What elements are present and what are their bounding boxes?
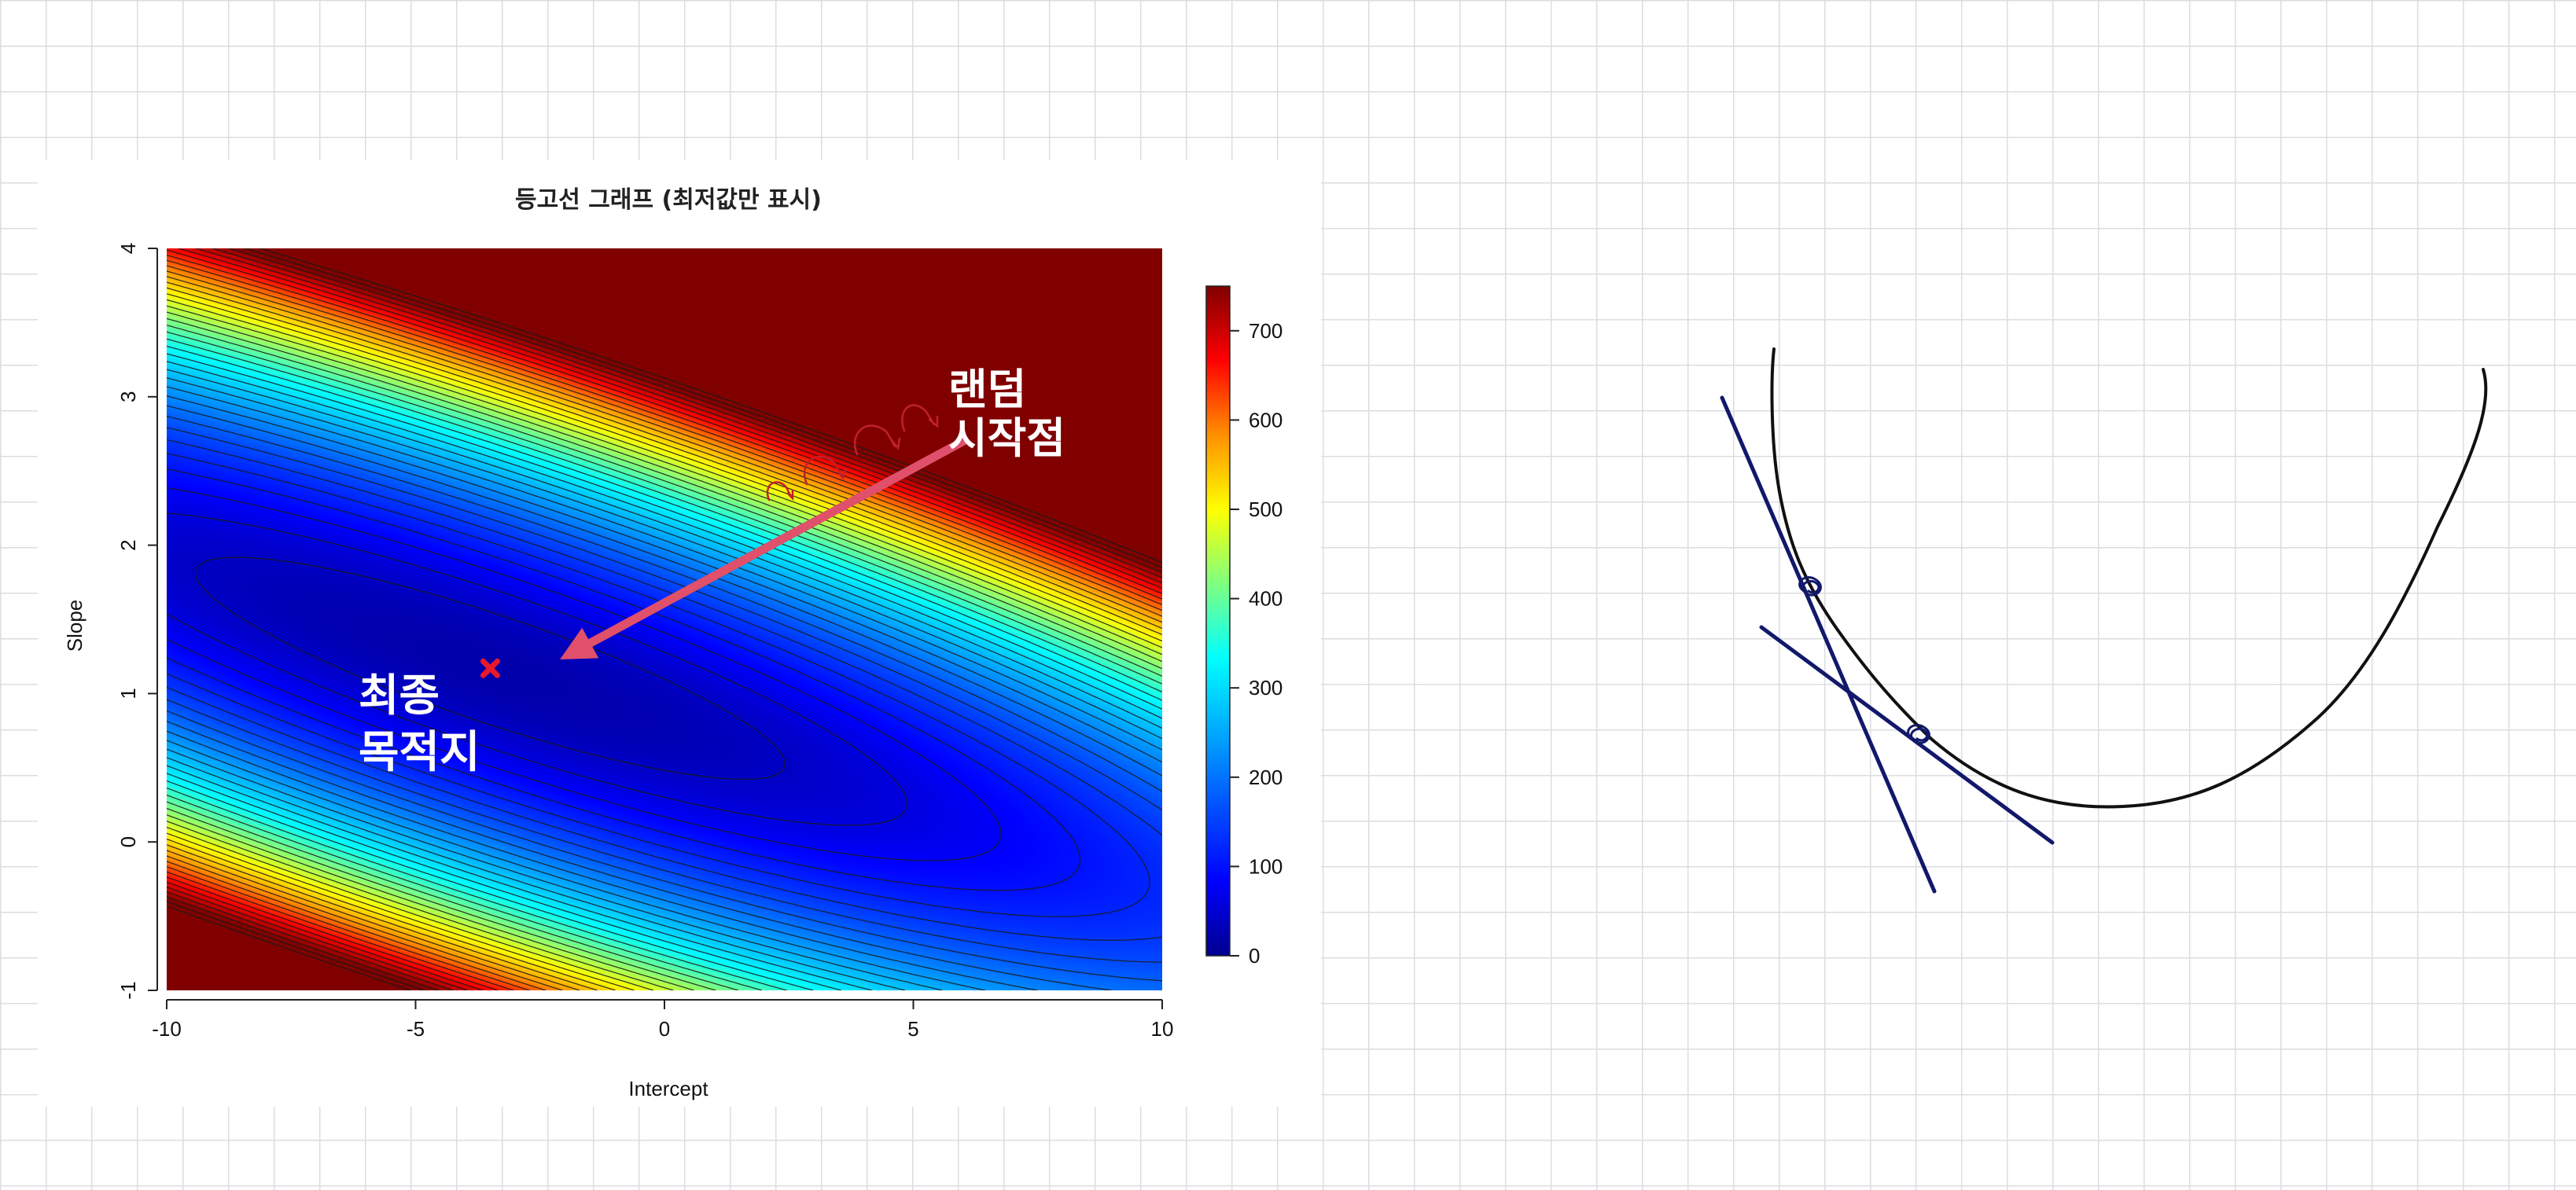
x-axis: -10 -5 0 5 10 — [152, 999, 1174, 1041]
contour-line-400 — [167, 325, 1162, 990]
contour-line-660 — [167, 249, 1162, 990]
contour-line-500 — [167, 293, 1162, 990]
colorbar — [1205, 285, 1231, 957]
y-axis-label: Slope — [63, 600, 86, 652]
contour-plot-panel: 등고선 그래프 (최저값만 표시) 랜덤 시작점 최종 목적지 -10 -5 0 5 1… — [38, 160, 1321, 1107]
colorbar-tick-label: 600 — [1249, 408, 1282, 432]
contour-line-300 — [167, 361, 1162, 990]
colorbar-axis: 0 100 200 300 400 500 600 700 — [1230, 319, 1282, 968]
colorbar-tick-label: 300 — [1249, 676, 1282, 700]
contour-line-560 — [167, 276, 1162, 990]
contour-line-460 — [167, 305, 1162, 990]
y-tick-label: 3 — [116, 391, 140, 402]
step-arrow-2 — [853, 424, 901, 456]
contour-line-380 — [167, 331, 1162, 990]
contour-line-420 — [167, 318, 1162, 990]
contour-line-720 — [167, 248, 1162, 990]
tangent-point-2-scribble — [1907, 724, 1930, 744]
contour-line-680 — [167, 248, 1162, 990]
colorbar-tick-label: 100 — [1249, 854, 1282, 878]
x-tick-label: -10 — [152, 1017, 182, 1041]
tangent-curve-sketch — [1720, 347, 2488, 894]
contour-line-520 — [167, 287, 1162, 990]
contour-line-200 — [167, 405, 1162, 990]
start-label-line1: 랜덤 — [948, 365, 1026, 414]
x-tick-label: -5 — [407, 1017, 425, 1041]
step-arrow-3 — [803, 455, 848, 486]
contour-line-780 — [167, 248, 1162, 990]
colorbar-tick-label: 500 — [1249, 498, 1282, 521]
contour-chart: 등고선 그래프 (최저값만 표시) 랜덤 시작점 최종 목적지 -10 -5 0 5 1… — [63, 186, 1282, 1100]
chart-title: 등고선 그래프 (최저값만 표시) — [515, 186, 822, 214]
contour-line-540 — [167, 281, 1162, 990]
colorbar-tick-label: 400 — [1249, 587, 1282, 611]
x-tick-label: 0 — [659, 1017, 670, 1041]
tangent-point-1-scribble — [1798, 576, 1822, 597]
minimum-x-marker — [480, 658, 500, 678]
end-label-line1: 최종 — [359, 670, 440, 722]
contour-line-260 — [167, 377, 1162, 990]
step-arrow-1 — [901, 404, 939, 432]
x-tick-label: 10 — [1151, 1017, 1174, 1041]
x-tick-label: 5 — [907, 1017, 918, 1041]
y-tick-label: -1 — [116, 981, 140, 999]
step-arrow-4 — [766, 481, 794, 501]
contour-line-600 — [167, 265, 1162, 990]
heatmap-surface — [167, 248, 1162, 990]
contour-line-60 — [167, 512, 908, 826]
minimum-point — [480, 658, 500, 678]
tangent-line-shallow — [1759, 625, 2055, 845]
x-axis-label: Intercept — [628, 1077, 708, 1100]
contour-line-180 — [167, 415, 1162, 982]
contour-line-440 — [167, 311, 1162, 990]
contour-line-80 — [167, 487, 1002, 861]
contour-line-320 — [167, 353, 1162, 990]
contour-line-580 — [167, 270, 1162, 990]
y-tick-label: 2 — [116, 539, 140, 550]
contour-line-700 — [167, 248, 1162, 990]
contour-line-620 — [167, 259, 1162, 990]
contour-line-120 — [167, 453, 1150, 917]
tangent-line-steep — [1720, 395, 1937, 894]
contour-line-220 — [167, 395, 1162, 990]
contour-line-100 — [167, 468, 1081, 891]
contour-line-140 — [167, 439, 1162, 941]
colorbar-tick-label: 200 — [1249, 766, 1282, 789]
descent-arrow — [560, 436, 968, 659]
contour-line-160 — [167, 427, 1162, 963]
y-tick-label: 4 — [116, 243, 140, 254]
contour-lines — [167, 248, 1162, 990]
contour-line-240 — [167, 386, 1162, 990]
contour-line-760 — [167, 248, 1162, 990]
end-label-line2: 목적지 — [359, 727, 480, 778]
y-axis: -1 0 1 2 3 4 — [116, 243, 158, 1000]
y-tick-label: 0 — [116, 836, 140, 847]
colorbar-tick-label: 700 — [1249, 319, 1282, 343]
loss-curve — [1770, 347, 2488, 809]
contour-line-360 — [167, 338, 1162, 990]
contour-line-340 — [167, 345, 1162, 990]
gradient-sketch — [1683, 330, 2516, 900]
hand-drawn-step-arrows — [766, 404, 939, 501]
contour-line-640 — [167, 254, 1162, 990]
contour-line-40 — [194, 556, 786, 780]
start-label-line2: 시작점 — [948, 413, 1065, 463]
y-tick-label: 1 — [116, 688, 140, 699]
colorbar-tick-label: 0 — [1249, 944, 1260, 968]
